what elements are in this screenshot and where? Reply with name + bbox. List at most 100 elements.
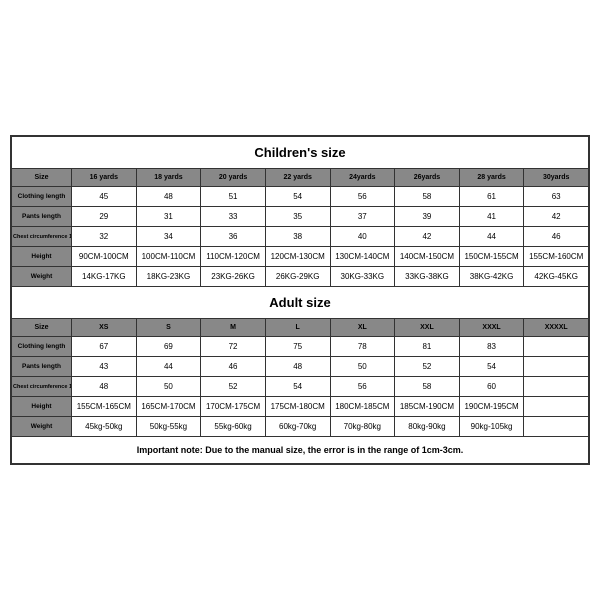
- cell: 32: [72, 227, 137, 247]
- children-header-row: Size 16 yards 18 yards 20 yards 22 yards…: [12, 169, 589, 187]
- cell: 26KG-29KG: [265, 267, 330, 287]
- cell: [524, 397, 589, 417]
- cell: 56: [330, 187, 395, 207]
- size-chart-table: Children's size Size 16 yards 18 yards 2…: [11, 136, 589, 464]
- cell: 83: [459, 337, 524, 357]
- cell: 130CM-140CM: [330, 247, 395, 267]
- adult-col-5: XL: [330, 319, 395, 337]
- cell: 31: [136, 207, 201, 227]
- cell: [524, 357, 589, 377]
- adult-col-7: XXXL: [459, 319, 524, 337]
- children-col-1: 16 yards: [72, 169, 137, 187]
- cell: 90CM-100CM: [72, 247, 137, 267]
- adult-col-8: XXXXL: [524, 319, 589, 337]
- children-col-4: 22 yards: [265, 169, 330, 187]
- note-row: Important note: Due to the manual size, …: [12, 437, 589, 464]
- cell: 61: [459, 187, 524, 207]
- adult-col-4: L: [265, 319, 330, 337]
- cell: 54: [265, 187, 330, 207]
- adult-row-2: Chest circumference 1/2 48 50 52 54 56 5…: [12, 377, 589, 397]
- cell: 38KG-42KG: [459, 267, 524, 287]
- cell: 110CM-120CM: [201, 247, 266, 267]
- cell: 37: [330, 207, 395, 227]
- children-row-4-label: Weight: [12, 267, 72, 287]
- cell: 45: [72, 187, 137, 207]
- cell: 140CM-150CM: [395, 247, 460, 267]
- cell: 90kg-105kg: [459, 417, 524, 437]
- cell: 120CM-130CM: [265, 247, 330, 267]
- cell: 34: [136, 227, 201, 247]
- cell: 42: [395, 227, 460, 247]
- adult-row-4: Weight 45kg-50kg 50kg-55kg 55kg-60kg 60k…: [12, 417, 589, 437]
- cell: 75: [265, 337, 330, 357]
- cell: 78: [330, 337, 395, 357]
- cell: 46: [524, 227, 589, 247]
- cell: 14KG-17KG: [72, 267, 137, 287]
- cell: 18KG-23KG: [136, 267, 201, 287]
- cell: 48: [265, 357, 330, 377]
- children-row-1: Pants length 29 31 33 35 37 39 41 42: [12, 207, 589, 227]
- cell: 48: [72, 377, 137, 397]
- adult-row-2-label: Chest circumference 1/2: [12, 377, 72, 397]
- children-row-2-label: Chest circumference 1/2: [12, 227, 72, 247]
- adult-col-1: XS: [72, 319, 137, 337]
- cell: 60: [459, 377, 524, 397]
- cell: 23KG-26KG: [201, 267, 266, 287]
- cell: 48: [136, 187, 201, 207]
- adult-row-1: Pants length 43 44 46 48 50 52 54: [12, 357, 589, 377]
- cell: 45kg-50kg: [72, 417, 137, 437]
- children-row-0-label: Clothing length: [12, 187, 72, 207]
- cell: 80kg-90kg: [395, 417, 460, 437]
- cell: [524, 417, 589, 437]
- children-title: Children's size: [12, 137, 589, 169]
- cell: 58: [395, 377, 460, 397]
- cell: 185CM-190CM: [395, 397, 460, 417]
- children-row-0: Clothing length 45 48 51 54 56 58 61 63: [12, 187, 589, 207]
- adult-row-4-label: Weight: [12, 417, 72, 437]
- adult-title: Adult size: [12, 287, 589, 319]
- cell: [524, 377, 589, 397]
- cell: 155CM-165CM: [72, 397, 137, 417]
- cell: 52: [395, 357, 460, 377]
- cell: 63: [524, 187, 589, 207]
- children-row-3: Height 90CM-100CM 100CM-110CM 110CM-120C…: [12, 247, 589, 267]
- adult-col-6: XXL: [395, 319, 460, 337]
- adult-col-0: Size: [12, 319, 72, 337]
- cell: 33KG-38KG: [395, 267, 460, 287]
- cell: 46: [201, 357, 266, 377]
- adult-row-3: Height 155CM-165CM 165CM-170CM 170CM-175…: [12, 397, 589, 417]
- adult-title-row: Adult size: [12, 287, 589, 319]
- cell: 60kg-70kg: [265, 417, 330, 437]
- cell: 30KG-33KG: [330, 267, 395, 287]
- adult-col-2: S: [136, 319, 201, 337]
- adult-row-1-label: Pants length: [12, 357, 72, 377]
- cell: 81: [395, 337, 460, 357]
- cell: 150CM-155CM: [459, 247, 524, 267]
- cell: 29: [72, 207, 137, 227]
- adult-row-0: Clothing length 67 69 72 75 78 81 83: [12, 337, 589, 357]
- cell: 50kg-55kg: [136, 417, 201, 437]
- cell: 38: [265, 227, 330, 247]
- cell: 52: [201, 377, 266, 397]
- cell: 67: [72, 337, 137, 357]
- children-row-4: Weight 14KG-17KG 18KG-23KG 23KG-26KG 26K…: [12, 267, 589, 287]
- cell: 72: [201, 337, 266, 357]
- cell: 54: [459, 357, 524, 377]
- cell: 51: [201, 187, 266, 207]
- children-col-0: Size: [12, 169, 72, 187]
- size-chart-container: Children's size Size 16 yards 18 yards 2…: [10, 135, 590, 465]
- cell: 165CM-170CM: [136, 397, 201, 417]
- adult-row-3-label: Height: [12, 397, 72, 417]
- cell: 155CM-160CM: [524, 247, 589, 267]
- children-col-5: 24yards: [330, 169, 395, 187]
- cell: [524, 337, 589, 357]
- adult-header-row: Size XS S M L XL XXL XXXL XXXXL: [12, 319, 589, 337]
- cell: 39: [395, 207, 460, 227]
- cell: 35: [265, 207, 330, 227]
- cell: 100CM-110CM: [136, 247, 201, 267]
- children-col-2: 18 yards: [136, 169, 201, 187]
- cell: 33: [201, 207, 266, 227]
- cell: 40: [330, 227, 395, 247]
- cell: 44: [459, 227, 524, 247]
- children-row-2: Chest circumference 1/2 32 34 36 38 40 4…: [12, 227, 589, 247]
